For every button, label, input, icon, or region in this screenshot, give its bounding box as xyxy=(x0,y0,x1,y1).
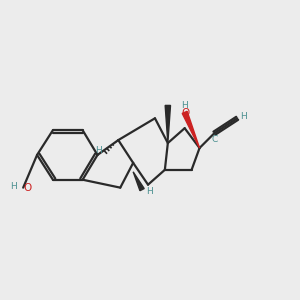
Text: H: H xyxy=(146,187,153,196)
Polygon shape xyxy=(133,172,144,191)
Text: H: H xyxy=(95,146,102,155)
Text: H: H xyxy=(181,101,188,110)
Text: O: O xyxy=(181,108,189,118)
Text: C: C xyxy=(212,135,218,144)
Text: H: H xyxy=(240,112,247,121)
Polygon shape xyxy=(182,111,200,148)
Text: H: H xyxy=(10,182,17,191)
Text: O: O xyxy=(24,183,32,193)
Polygon shape xyxy=(165,105,170,143)
